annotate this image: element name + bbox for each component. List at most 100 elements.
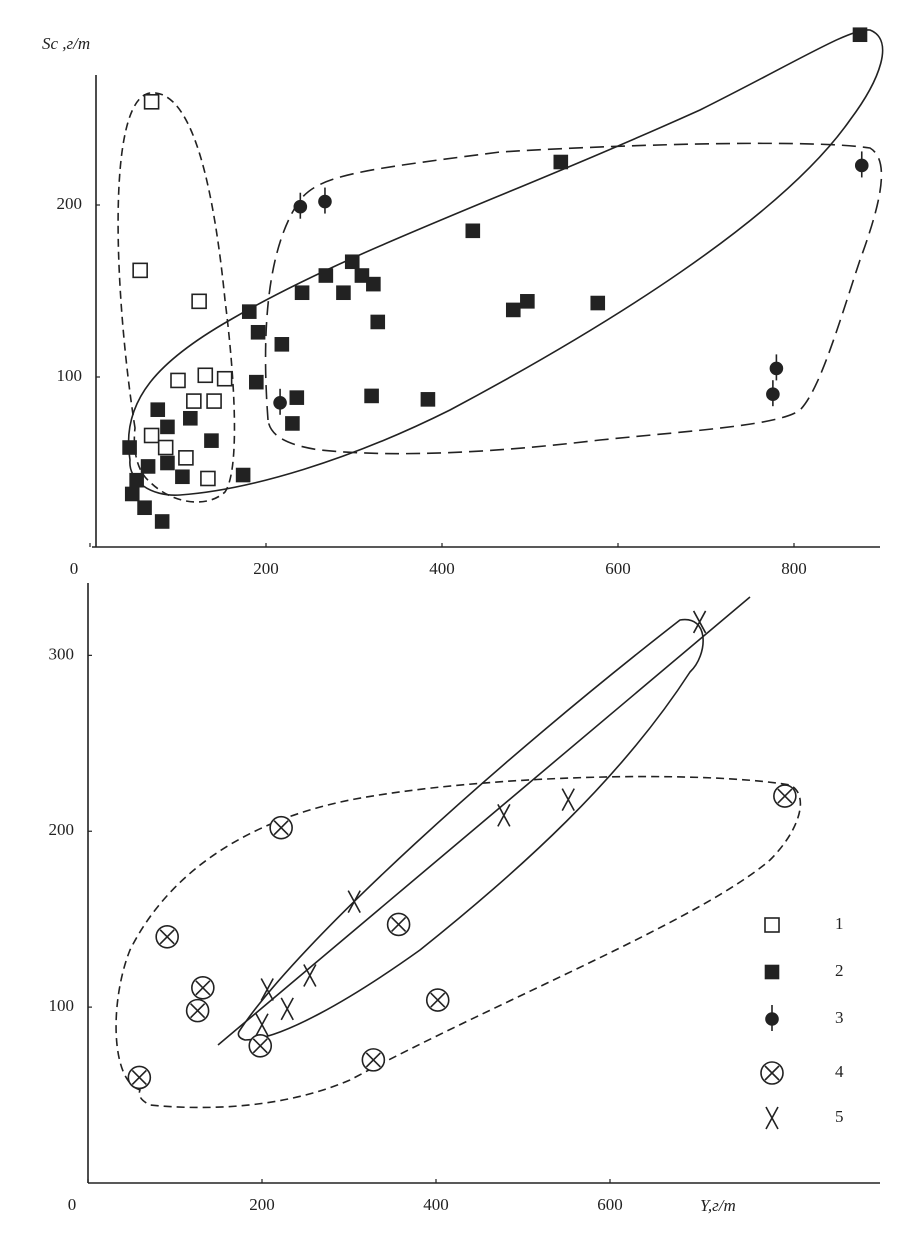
x-tick-label: 0 [68, 1195, 77, 1214]
marker [274, 337, 290, 352]
point [200, 470, 216, 487]
marker [124, 486, 140, 502]
point [769, 354, 784, 381]
point [157, 439, 174, 456]
point [289, 390, 305, 405]
point [129, 472, 144, 488]
marker-cross [190, 1003, 206, 1019]
marker-cross [131, 1069, 147, 1086]
marker [769, 361, 784, 376]
y-tick-label: 100 [49, 996, 75, 1015]
point [280, 997, 294, 1021]
point [197, 367, 214, 384]
y-tick-label: 300 [49, 644, 75, 663]
point [127, 1065, 152, 1090]
point [420, 392, 436, 407]
marker [354, 268, 370, 283]
marker [318, 268, 334, 283]
marker [255, 1013, 269, 1037]
marker [854, 158, 869, 173]
point [370, 314, 386, 330]
marker [216, 370, 233, 387]
marker [590, 295, 606, 311]
point [366, 276, 381, 292]
point [692, 610, 707, 634]
marker [122, 440, 137, 455]
point [140, 459, 156, 474]
point [185, 998, 210, 1023]
marker [280, 997, 294, 1021]
marker [344, 254, 360, 270]
point [170, 372, 186, 389]
envelope [117, 92, 236, 503]
marker [520, 294, 535, 309]
point [561, 788, 575, 811]
x-tick-label: 400 [429, 559, 455, 578]
point [347, 890, 361, 913]
marker [183, 410, 198, 426]
point [204, 433, 219, 448]
marker [250, 324, 266, 340]
marker-cross [159, 929, 175, 945]
x-tick-label: 600 [605, 559, 631, 578]
marker [160, 455, 175, 471]
legend-label: 2 [835, 961, 844, 980]
legend-label: 5 [835, 1107, 844, 1126]
legend-marker [760, 1061, 784, 1085]
envelope [127, 29, 884, 496]
envelope [237, 618, 704, 1041]
marker [366, 276, 381, 292]
legend-marker [765, 1005, 779, 1031]
marker [273, 395, 287, 410]
point [318, 187, 332, 214]
point [318, 268, 334, 283]
x-tick-label: 200 [249, 1195, 275, 1214]
marker [364, 388, 379, 404]
point [465, 223, 481, 239]
point [191, 975, 215, 1000]
point [553, 154, 569, 170]
marker [692, 610, 707, 634]
point [336, 285, 351, 301]
marker [370, 314, 386, 330]
marker [765, 1012, 779, 1026]
point [132, 262, 148, 279]
marker-cross [764, 1065, 780, 1081]
point [143, 427, 160, 444]
point [273, 388, 287, 415]
point [137, 500, 152, 516]
point [249, 374, 264, 390]
marker [143, 427, 160, 444]
point [505, 302, 521, 318]
point [269, 815, 293, 840]
point [160, 419, 175, 435]
envelope [264, 142, 883, 455]
marker-cross [195, 980, 211, 996]
point [520, 294, 535, 309]
marker [497, 804, 511, 827]
point [497, 804, 511, 827]
marker [318, 194, 332, 209]
x-tick-label: 800 [781, 559, 807, 578]
marker [154, 514, 170, 529]
point [175, 469, 190, 485]
marker [191, 293, 207, 310]
marker [160, 419, 175, 435]
point [590, 295, 606, 311]
marker [143, 94, 160, 110]
point [143, 94, 160, 110]
x-tick-label: 0 [70, 559, 79, 578]
marker [764, 964, 780, 980]
marker-cross [430, 992, 446, 1008]
marker [132, 262, 148, 279]
point [425, 988, 450, 1012]
marker [129, 472, 144, 488]
point [186, 393, 202, 409]
y-tick-label: 200 [49, 820, 75, 839]
marker [285, 416, 300, 431]
point [303, 964, 317, 987]
marker [170, 372, 186, 389]
legend-label: 1 [835, 914, 844, 933]
marker [765, 1106, 779, 1130]
point [183, 410, 198, 426]
